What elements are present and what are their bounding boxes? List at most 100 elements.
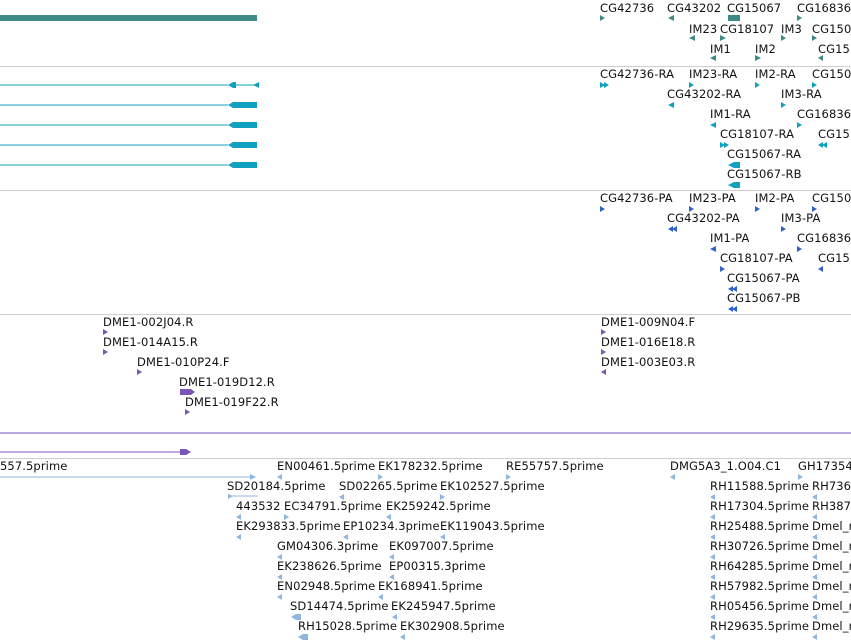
protein-label[interactable]: CG15067-PA: [727, 271, 800, 285]
gene-label[interactable]: IM2: [755, 42, 776, 56]
protein-label[interactable]: CG43202-PA: [667, 211, 740, 225]
est-label[interactable]: SD20184.5prime: [227, 479, 326, 493]
est-label[interactable]: SD14474.5prime: [290, 599, 389, 613]
marker-label[interactable]: DME1-010P24.F: [137, 355, 230, 369]
transcript-label[interactable]: CG15: [818, 127, 850, 141]
gene-glyph: [812, 35, 817, 41]
transcript-exon: [228, 122, 257, 128]
est-label[interactable]: EK259242.5prime: [386, 499, 491, 513]
est-label[interactable]: RH29635.5prime: [710, 619, 810, 633]
est-label[interactable]: Dmel_r: [812, 579, 851, 593]
est-label[interactable]: EC34791.5prime: [284, 499, 382, 513]
transcript-label[interactable]: IM2-RA: [755, 67, 796, 81]
est-label[interactable]: EK293833.5prime: [236, 519, 341, 533]
est-label[interactable]: RH05456.5prime: [710, 599, 810, 613]
est-label[interactable]: Dmel_r: [812, 519, 851, 533]
est-label[interactable]: RH17304.5prime: [710, 499, 810, 513]
est-label[interactable]: EK168941.5prime: [378, 579, 483, 593]
est-label[interactable]: EP10234.3prime: [343, 519, 440, 533]
protein-label[interactable]: CG15: [818, 251, 850, 265]
gene-glyph: [818, 55, 823, 61]
gene-label[interactable]: CG15: [818, 42, 850, 56]
marker-label[interactable]: DME1-009N04.F: [601, 315, 696, 329]
protein-label[interactable]: CG16836: [797, 231, 851, 245]
est-glyph: [277, 474, 282, 480]
est-label[interactable]: RH15028.5prime: [298, 619, 398, 633]
protein-label[interactable]: IM3-PA: [781, 211, 821, 225]
gene-label[interactable]: CG15067: [727, 1, 782, 15]
gene-bar-left[interactable]: [0, 15, 257, 21]
protein-label[interactable]: CG150: [812, 191, 851, 205]
est-label[interactable]: DMG5A3_1.O04.C1: [670, 459, 782, 473]
gene-label[interactable]: CG43202: [667, 1, 722, 15]
transcript-label[interactable]: IM23-RA: [689, 67, 738, 81]
transcript-label[interactable]: CG18107-RA: [720, 127, 795, 141]
est-label[interactable]: 557.5prime: [0, 459, 68, 473]
protein-label[interactable]: CG42736-PA: [600, 191, 673, 205]
transcript-glyph: [818, 142, 823, 148]
est-label[interactable]: Dmel_r: [812, 539, 851, 553]
gene-label[interactable]: CG18107: [720, 22, 775, 36]
est-label[interactable]: RE55757.5prime: [506, 459, 604, 473]
est-label[interactable]: RH64285.5prime: [710, 559, 810, 573]
transcript-glyph: [600, 82, 605, 88]
est-label[interactable]: 443532: [236, 499, 281, 513]
gene-label[interactable]: IM1: [710, 42, 731, 56]
gene-label[interactable]: CG16836: [797, 1, 851, 15]
est-label[interactable]: EK178232.5prime: [378, 459, 483, 473]
gene-label[interactable]: IM3: [781, 22, 802, 36]
est-label[interactable]: EK102527.5prime: [440, 479, 545, 493]
marker-label[interactable]: DME1-002J04.R: [103, 315, 194, 329]
transcript-label[interactable]: CG42736-RA: [600, 67, 675, 81]
est-label[interactable]: RH30726.5prime: [710, 539, 810, 553]
transcript-label[interactable]: CG16836: [797, 107, 851, 121]
gene-label[interactable]: CG42736: [600, 1, 655, 15]
est-glyphs: [0, 474, 817, 640]
est-glyph: [670, 474, 675, 480]
protein-label[interactable]: CG15067-PB: [727, 291, 801, 305]
protein-label[interactable]: CG18107-PA: [720, 251, 793, 265]
est-label[interactable]: EK097007.5prime: [389, 539, 494, 553]
transcript-label[interactable]: CG15067-RB: [727, 167, 802, 181]
marker-glyph: [103, 329, 108, 335]
est-glyph: [710, 574, 715, 580]
marker-label[interactable]: DME1-019F22.R: [185, 395, 279, 409]
transcript-label[interactable]: CG15067-RA: [727, 147, 802, 161]
est-label[interactable]: EK119043.5prime: [440, 519, 545, 533]
est-label[interactable]: RH11588.5prime: [710, 479, 810, 493]
est-label[interactable]: RH57982.5prime: [710, 579, 810, 593]
est-label[interactable]: EK302908.5prime: [400, 619, 505, 633]
est-label[interactable]: SD02265.5prime: [339, 479, 438, 493]
track-separator: [0, 314, 851, 315]
est-label[interactable]: EK245947.5prime: [391, 599, 496, 613]
marker-glyphs: [0, 329, 851, 455]
est-label[interactable]: RH736: [812, 479, 851, 493]
protein-glyph: [755, 206, 760, 212]
transcript-label[interactable]: IM3-RA: [781, 87, 822, 101]
transcript-label[interactable]: IM1-RA: [710, 107, 751, 121]
protein-glyph: [720, 266, 725, 272]
est-label[interactable]: Dmel_r: [812, 619, 851, 633]
est-label[interactable]: RH387: [812, 499, 851, 513]
marker-label[interactable]: DME1-019D12.R: [179, 375, 275, 389]
gene-label[interactable]: IM23: [689, 22, 718, 36]
transcript-label[interactable]: CG150: [812, 67, 851, 81]
est-label[interactable]: EN00461.5prime: [277, 459, 376, 473]
protein-label[interactable]: IM1-PA: [710, 231, 750, 245]
transcript-label[interactable]: CG43202-RA: [667, 87, 742, 101]
est-label[interactable]: EP00315.3prime: [389, 559, 486, 573]
est-glyph: [339, 494, 344, 500]
marker-label[interactable]: DME1-014A15.R: [103, 335, 198, 349]
marker-label[interactable]: DME1-003E03.R: [601, 355, 696, 369]
est-label[interactable]: Dmel_r: [812, 559, 851, 573]
protein-label[interactable]: IM2-PA: [755, 191, 795, 205]
protein-label[interactable]: IM23-PA: [689, 191, 736, 205]
est-label[interactable]: Dmel_r: [812, 599, 851, 613]
est-label[interactable]: GM04306.3prime: [277, 539, 379, 553]
est-label[interactable]: RH25488.5prime: [710, 519, 810, 533]
marker-label[interactable]: DME1-016E18.R: [601, 335, 696, 349]
est-label[interactable]: GH17354: [798, 459, 851, 473]
est-label[interactable]: EK238626.5prime: [277, 559, 382, 573]
gene-label[interactable]: CG150: [812, 22, 851, 36]
est-label[interactable]: EN02948.5prime: [277, 579, 376, 593]
